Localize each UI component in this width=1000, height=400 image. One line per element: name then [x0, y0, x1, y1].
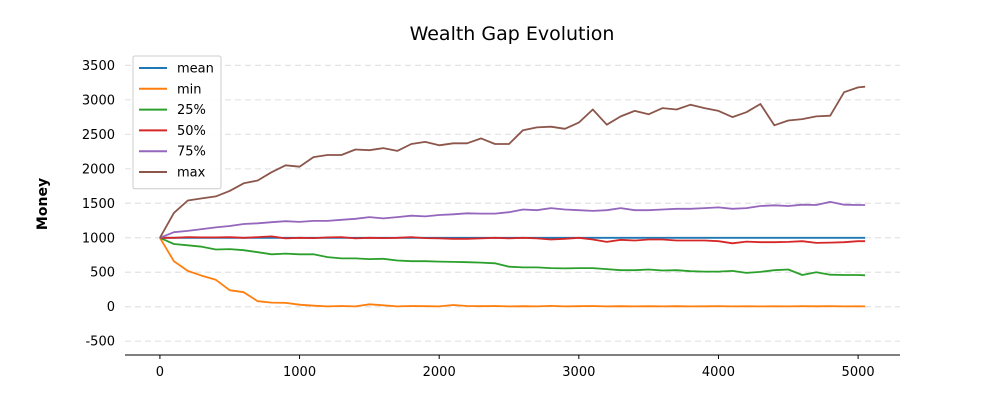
series-line-min	[159, 237, 866, 308]
y-tick-label: 500	[90, 266, 115, 281]
x-tick-label: 3000	[562, 365, 595, 380]
x-tick-label: 2000	[423, 365, 456, 380]
grid-lines	[125, 64, 900, 342]
x-tick-label: 4000	[702, 365, 735, 380]
legend-label-mean: mean	[177, 62, 214, 77]
axes: 0 1000 2000 3000 4000 5000 -500 0 500 1000 1500 200…	[82, 59, 900, 380]
legend-label-25%: 25%	[177, 103, 206, 118]
legend-label-50%: 50%	[177, 124, 206, 139]
series-lines	[159, 85, 866, 308]
x-tick-label: 0	[156, 365, 164, 380]
legend: mean min 25% 50% 75% max	[132, 55, 222, 190]
y-tick-label: 3000	[82, 93, 115, 108]
series-line-50%	[159, 235, 866, 245]
chart-title: Wealth Gap Evolution	[410, 23, 615, 45]
y-axis-label: Money	[35, 178, 51, 230]
series-line-25%	[159, 236, 866, 277]
series-line-75%	[159, 200, 866, 239]
y-tick-label: 0	[107, 300, 115, 315]
legend-label-75%: 75%	[177, 145, 206, 160]
series-line-max	[159, 85, 866, 239]
y-tick-label: -500	[85, 335, 115, 350]
y-tick-label: 3500	[82, 59, 115, 74]
x-tick-label: 5000	[842, 365, 875, 380]
y-tick-label: 1500	[82, 197, 115, 212]
x-tick-label: 1000	[283, 365, 316, 380]
legend-label-max: max	[177, 166, 206, 181]
y-tick-label: 1000	[82, 231, 115, 246]
legend-label-min: min	[177, 82, 202, 97]
y-tick-label: 2500	[82, 128, 115, 143]
y-tick-label: 2000	[82, 162, 115, 177]
